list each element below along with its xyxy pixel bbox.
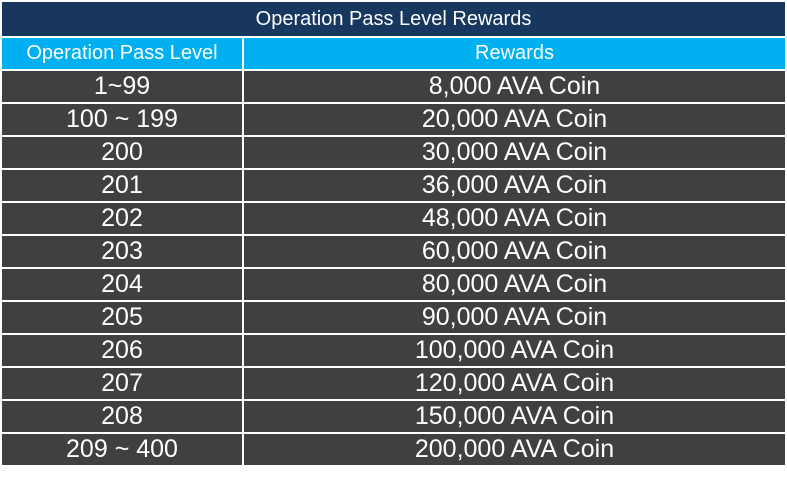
level-cell: 208 <box>0 399 244 434</box>
level-cell: 206 <box>0 333 244 368</box>
table-row: 206 100,000 AVA Coin <box>0 333 787 368</box>
table-body: 1~99 8,000 AVA Coin 100 ~ 199 20,000 AVA Co… <box>0 69 787 467</box>
column-header: Rewards <box>242 36 787 71</box>
reward-cell: 48,000 AVA Coin <box>242 201 787 236</box>
level-cell: 201 <box>0 168 244 203</box>
table-row: 205 90,000 AVA Coin <box>0 300 787 335</box>
level-cell: 204 <box>0 267 244 302</box>
reward-cell: 80,000 AVA Coin <box>242 267 787 302</box>
table-row: 203 60,000 AVA Coin <box>0 234 787 269</box>
level-cell: 1~99 <box>0 69 244 104</box>
level-cell: 207 <box>0 366 244 401</box>
header-row: Operation Pass Level Rewards <box>0 36 787 71</box>
reward-cell: 90,000 AVA Coin <box>242 300 787 335</box>
level-cell: 205 <box>0 300 244 335</box>
table-row: 207 120,000 AVA Coin <box>0 366 787 401</box>
reward-cell: 20,000 AVA Coin <box>242 102 787 137</box>
table-row: 209 ~ 400 200,000 AVA Coin <box>0 432 787 467</box>
table-row: 201 36,000 AVA Coin <box>0 168 787 203</box>
reward-cell: 36,000 AVA Coin <box>242 168 787 203</box>
table-row: 202 48,000 AVA Coin <box>0 201 787 236</box>
reward-cell: 120,000 AVA Coin <box>242 366 787 401</box>
level-cell: 202 <box>0 201 244 236</box>
reward-cell: 8,000 AVA Coin <box>242 69 787 104</box>
reward-cell: 30,000 AVA Coin <box>242 135 787 170</box>
reward-cell: 200,000 AVA Coin <box>242 432 787 467</box>
table-row: 200 30,000 AVA Coin <box>0 135 787 170</box>
level-cell: 200 <box>0 135 244 170</box>
table-row: 100 ~ 199 20,000 AVA Coin <box>0 102 787 137</box>
level-cell: 209 ~ 400 <box>0 432 244 467</box>
table-row: 204 80,000 AVA Coin <box>0 267 787 302</box>
table-title: Operation Pass Level Rewards <box>0 0 787 38</box>
title-row: Operation Pass Level Rewards <box>0 0 787 38</box>
rewards-table: Operation Pass Level Rewards Operation P… <box>0 0 787 467</box>
table-row: 1~99 8,000 AVA Coin <box>0 69 787 104</box>
reward-cell: 150,000 AVA Coin <box>242 399 787 434</box>
reward-cell: 60,000 AVA Coin <box>242 234 787 269</box>
column-header: Operation Pass Level <box>0 36 244 71</box>
reward-cell: 100,000 AVA Coin <box>242 333 787 368</box>
level-cell: 100 ~ 199 <box>0 102 244 137</box>
table-row: 208 150,000 AVA Coin <box>0 399 787 434</box>
level-cell: 203 <box>0 234 244 269</box>
